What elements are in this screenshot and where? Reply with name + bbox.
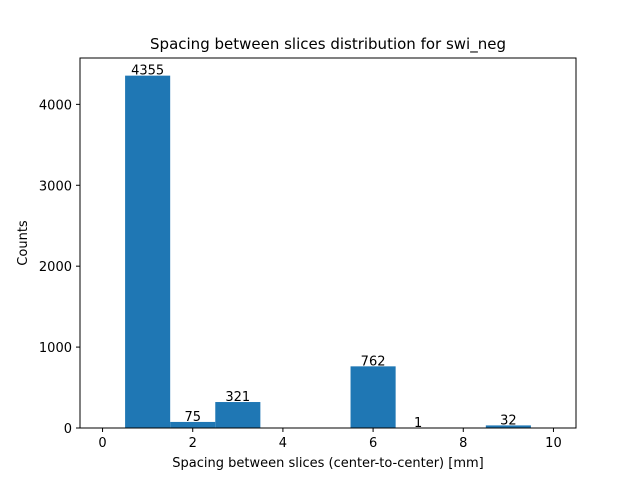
chart-title: Spacing between slices distribution for … [150,35,506,54]
bar-value-label: 762 [361,354,386,369]
bar-value-label: 75 [184,410,201,425]
bar [350,366,396,428]
x-axis-label: Spacing between slices (center-to-center… [172,456,484,471]
bar-value-label: 32 [500,413,517,428]
y-tick-label: 4000 [39,98,72,113]
bar-value-label: 321 [225,390,250,405]
y-tick-label: 1000 [39,341,72,356]
x-tick-label: 4 [279,436,287,451]
bar [170,421,216,428]
bar [215,402,261,428]
x-tick-label: 0 [98,436,106,451]
y-axis-label: Counts [16,220,31,266]
x-tick-label: 2 [189,436,197,451]
bar-value-label: 4355 [131,64,164,79]
y-tick-label: 0 [64,422,72,437]
x-tick-label: 6 [369,436,377,451]
y-tick-label: 2000 [39,260,72,275]
y-tick-label: 3000 [39,179,72,194]
x-tick-label: 8 [459,436,467,451]
bar [125,75,171,429]
bar-value-label: 1 [414,416,422,431]
bar [485,425,531,428]
plot-area-frame [79,57,577,429]
x-tick-label: 10 [545,436,562,451]
